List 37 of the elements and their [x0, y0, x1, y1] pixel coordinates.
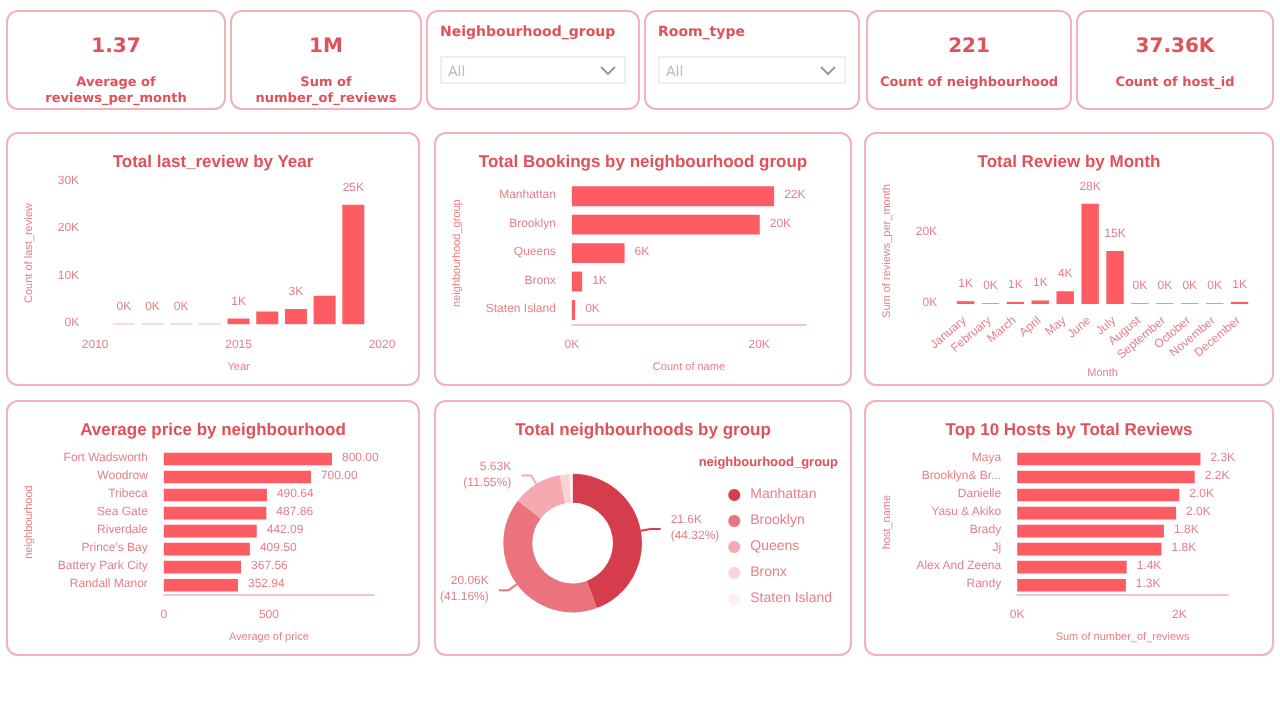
bar [163, 560, 242, 574]
bar [1017, 452, 1201, 466]
text: 221 [946, 36, 992, 58]
bar [1017, 542, 1162, 556]
bar [1056, 291, 1074, 304]
bar [1017, 578, 1126, 592]
chart-title: Total Bookings by neighbourhood group [478, 151, 808, 171]
bar [1017, 560, 1127, 574]
bar [163, 488, 267, 502]
chart-title: Total Review by Month [977, 151, 1161, 171]
chart-title: Total neighbourhoods by group [515, 419, 771, 439]
chart-title: Top 10 Hosts by Total Reviews [945, 419, 1193, 439]
bar [1081, 203, 1099, 304]
bar [571, 186, 775, 207]
bar [284, 309, 307, 325]
bar [163, 524, 257, 538]
bar [163, 578, 238, 592]
text: 37.36K [1133, 36, 1217, 58]
bar [1017, 488, 1180, 502]
bar [163, 506, 267, 520]
bar [256, 311, 279, 325]
bar [163, 452, 332, 466]
bar [342, 204, 365, 325]
bar [1017, 524, 1164, 538]
text: 1M [307, 36, 345, 58]
chart-title: Total last_review by Year [112, 151, 315, 171]
bar [1106, 251, 1124, 304]
bar [163, 542, 250, 556]
bar [571, 271, 583, 292]
text: 1.37 [89, 36, 143, 58]
bar [571, 243, 625, 264]
bar [163, 470, 311, 484]
bar [571, 214, 760, 235]
bar [1017, 470, 1195, 484]
bar [313, 295, 336, 325]
bar [1017, 506, 1177, 520]
chart-title: Average price by neighbourhood [80, 419, 346, 439]
